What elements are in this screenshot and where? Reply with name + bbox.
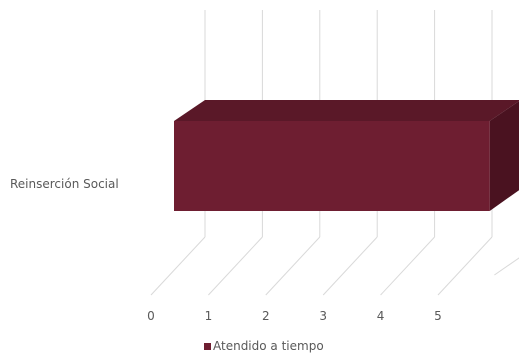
x-tick-label: 5 (434, 309, 442, 323)
x-tick-label: 4 (377, 309, 385, 323)
x-tick-label: 3 (319, 309, 327, 323)
floor-gridline (265, 236, 321, 296)
x-tick-label: 1 (205, 309, 213, 323)
floor-gridline (380, 236, 435, 296)
legend-swatch-atendido (204, 343, 211, 350)
x-tick-label: 0 (147, 309, 155, 323)
floor-gridline (150, 236, 206, 296)
floor-gridline (322, 236, 378, 296)
bar-front-face (174, 121, 490, 211)
bar-top-face (174, 100, 519, 121)
x-tick-label: 2 (262, 309, 270, 323)
x-axis-ticks: 0 1 2 3 4 5 (147, 309, 442, 323)
floor-gridline (437, 236, 493, 296)
legend: Atendido a tiempo (204, 339, 324, 353)
bar-series (174, 100, 519, 211)
y-axis-categories: Reinserción Social (10, 177, 119, 191)
category-label: Reinserción Social (10, 177, 119, 191)
floor-gridline (494, 257, 519, 276)
legend-label-atendido: Atendido a tiempo (213, 339, 324, 353)
floor-gridline (208, 236, 263, 296)
bar-side-face (489, 101, 519, 211)
